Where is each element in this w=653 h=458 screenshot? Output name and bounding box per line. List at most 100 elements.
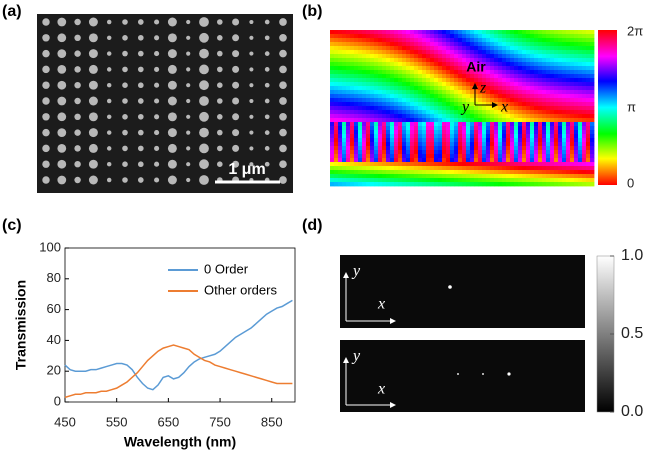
phase-cell — [554, 42, 559, 47]
phase-cell — [358, 102, 363, 107]
phase-cell — [566, 182, 571, 187]
phase-cell — [330, 122, 335, 127]
phase-cell — [486, 154, 491, 159]
phase-cell — [550, 98, 555, 103]
phase-cell — [498, 62, 503, 67]
phase-cell — [566, 130, 571, 135]
phase-cell — [342, 126, 347, 131]
phase-cell — [574, 178, 579, 183]
phase-cell — [382, 58, 387, 63]
phase-cell — [370, 174, 375, 179]
phase-cell — [482, 94, 487, 99]
phase-cell — [454, 130, 459, 135]
phase-cell — [374, 182, 379, 187]
phase-cell — [554, 34, 559, 39]
phase-cell — [374, 70, 379, 75]
phase-cell — [438, 114, 443, 119]
phase-cell — [346, 174, 351, 179]
phase-cell — [498, 78, 503, 83]
phase-cell — [386, 142, 391, 147]
phase-cell — [522, 122, 527, 127]
phase-cell — [410, 154, 415, 159]
phase-cell — [574, 58, 579, 63]
phase-cell — [366, 154, 371, 159]
phase-cell — [370, 134, 375, 139]
phase-cell — [498, 122, 503, 127]
phase-cell — [354, 58, 359, 63]
phase-cell — [358, 54, 363, 59]
x-tick-label: 450 — [54, 414, 76, 429]
far-field-image — [340, 255, 585, 328]
phase-cell — [562, 50, 567, 55]
phase-cell — [338, 126, 343, 131]
phase-cell — [426, 98, 431, 103]
phase-cell — [402, 182, 407, 187]
phase-cell — [538, 82, 543, 87]
phase-cell — [586, 78, 591, 83]
phase-cell — [330, 130, 335, 135]
phase-cell — [398, 138, 403, 143]
phase-cell — [474, 174, 479, 179]
phase-cell — [506, 126, 511, 131]
phase-cell — [430, 58, 435, 63]
phase-cell — [378, 110, 383, 115]
sem-dot — [232, 144, 240, 152]
phase-cell — [410, 50, 415, 55]
phase-cell — [478, 86, 483, 91]
phase-cell — [582, 154, 587, 159]
phase-cell — [350, 158, 355, 163]
phase-cell — [470, 142, 475, 147]
phase-cell — [422, 138, 427, 143]
phase-cell — [490, 114, 495, 119]
phase-cell — [486, 170, 491, 175]
phase-cell — [474, 134, 479, 139]
phase-cell — [470, 130, 475, 135]
phase-cell — [582, 54, 587, 59]
phase-cell — [586, 54, 591, 59]
phase-cell — [414, 102, 419, 107]
phase-cell — [490, 90, 495, 95]
phase-cell — [582, 178, 587, 183]
phase-cell — [562, 30, 567, 35]
phase-cell — [514, 98, 519, 103]
phase-cell — [538, 78, 543, 83]
phase-cell — [522, 118, 527, 123]
phase-cell — [342, 70, 347, 75]
phase-cell — [550, 166, 555, 171]
phase-cell — [526, 82, 531, 87]
phase-cell — [470, 162, 475, 167]
phase-cell — [346, 118, 351, 123]
phase-cell — [526, 126, 531, 131]
phase-cell — [542, 74, 547, 79]
phase-cell — [426, 158, 431, 163]
phase-cell — [570, 114, 575, 119]
phase-cell — [374, 122, 379, 127]
phase-cell — [406, 138, 411, 143]
phase-cell — [342, 158, 347, 163]
phase-cell — [546, 30, 551, 35]
phase-cell — [426, 34, 431, 39]
phase-cell — [502, 98, 507, 103]
phase-cell — [442, 50, 447, 55]
phase-cell — [574, 146, 579, 151]
phase-cell — [370, 106, 375, 111]
phase-cell — [570, 122, 575, 127]
phase-cell — [394, 158, 399, 163]
phase-cell — [462, 134, 467, 139]
phase-cell — [490, 34, 495, 39]
phase-cell — [562, 54, 567, 59]
sem-dot — [57, 144, 67, 153]
phase-cell — [590, 102, 595, 107]
far-field-image — [340, 340, 585, 412]
phase-cell — [558, 66, 563, 71]
phase-cell — [422, 134, 427, 139]
phase-cell — [578, 106, 583, 111]
phase-cell — [586, 182, 591, 187]
phase-cell — [406, 118, 411, 123]
phase-cell — [414, 130, 419, 135]
phase-cell — [530, 170, 535, 175]
phase-cell — [546, 66, 551, 71]
phase-cell — [522, 170, 527, 175]
phase-cell — [418, 82, 423, 87]
